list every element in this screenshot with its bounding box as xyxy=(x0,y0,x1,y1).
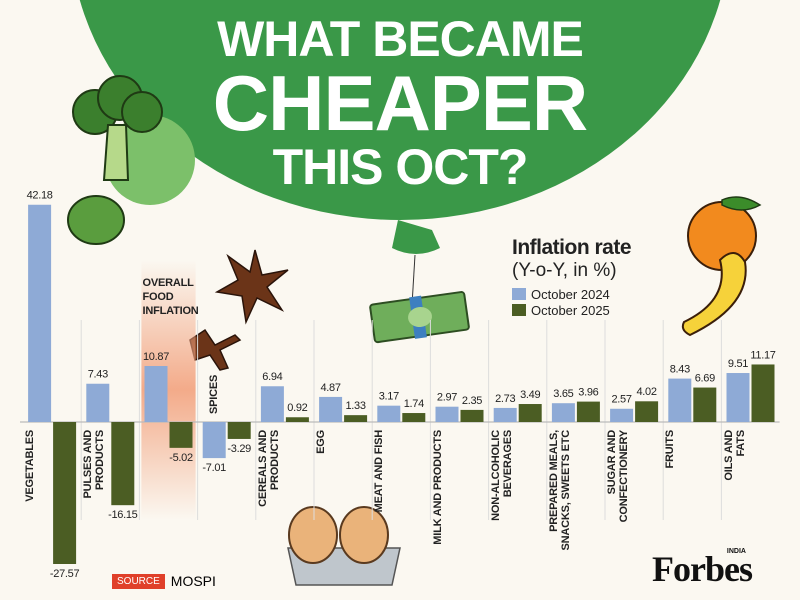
bar xyxy=(576,401,600,422)
category-label: CEREALS AND PRODUCTS xyxy=(256,430,281,507)
bar xyxy=(319,396,343,422)
bar xyxy=(635,401,659,422)
value-label: 9.51 xyxy=(728,358,748,370)
balloon-knot xyxy=(392,220,440,254)
legend-swatch xyxy=(512,288,526,300)
source: SOURCE MOSPI xyxy=(112,573,216,589)
legend-swatch xyxy=(512,304,526,316)
bar xyxy=(285,417,309,422)
legend: Inflation rate (Y-o-Y, in %) October 202… xyxy=(512,236,632,318)
category-label: EGG xyxy=(315,430,328,454)
brand-logo: Forbes INDIA xyxy=(652,548,753,590)
bar xyxy=(169,422,193,448)
title-blob xyxy=(79,0,721,220)
string xyxy=(411,254,416,306)
bar xyxy=(111,422,135,506)
bar xyxy=(202,422,226,459)
bar xyxy=(435,406,459,422)
bar xyxy=(86,383,110,422)
category-label: MILK AND PRODUCTS xyxy=(431,430,444,545)
bar xyxy=(460,409,484,422)
value-label: 1.33 xyxy=(345,400,365,412)
value-label: 11.17 xyxy=(750,349,775,361)
value-label: 2.57 xyxy=(611,394,631,406)
value-label: 6.94 xyxy=(262,371,282,383)
value-label: 2.35 xyxy=(462,395,482,407)
bar xyxy=(551,403,575,422)
value-label: 4.87 xyxy=(320,382,340,394)
bar xyxy=(344,415,368,422)
value-label: 0.92 xyxy=(287,402,307,414)
value-label: 1.74 xyxy=(404,398,424,410)
bar xyxy=(227,422,251,439)
value-label: 10.87 xyxy=(143,351,169,363)
source-name: MOSPI xyxy=(170,573,216,589)
category-label: SUGAR AND CONFECTIONERY xyxy=(606,430,631,523)
bar xyxy=(693,387,717,422)
value-label: 3.96 xyxy=(578,387,598,399)
source-label: SOURCE xyxy=(112,573,165,589)
category-label: PREPARED MEALS, SNACKS, SWEETS ETC xyxy=(547,430,572,551)
bar xyxy=(726,373,750,422)
legend-item: October 2025 xyxy=(512,302,631,318)
value-label: 8.43 xyxy=(670,363,690,375)
bar xyxy=(377,405,401,422)
title-line: CHEAPER xyxy=(212,59,588,147)
category-label: OILS AND FATS xyxy=(722,430,747,481)
value-label: -27.57 xyxy=(50,568,80,580)
title-line: THIS OCT? xyxy=(272,139,529,195)
category-label: SPICES xyxy=(207,374,220,414)
value-label: 3.17 xyxy=(379,391,399,403)
value-label: 3.49 xyxy=(520,389,540,401)
value-label: 7.43 xyxy=(88,369,108,381)
category-label: FRUITS xyxy=(664,430,677,469)
bar xyxy=(493,407,517,422)
bar xyxy=(144,366,168,422)
legend-label: October 2025 xyxy=(531,302,610,318)
brand-name: Forbes xyxy=(652,549,753,589)
value-label: -5.02 xyxy=(169,452,193,464)
value-label: 2.97 xyxy=(437,392,457,404)
value-label: 4.02 xyxy=(636,386,656,398)
egg-illustration xyxy=(287,506,401,586)
legend-label: October 2024 xyxy=(531,286,610,302)
legend-title: Inflation rate xyxy=(512,236,632,259)
spice-illustration xyxy=(189,249,289,371)
bar xyxy=(610,408,634,422)
fruit-illustration xyxy=(681,196,762,337)
category-label: MEAT AND FISH xyxy=(373,430,386,513)
broccoli-illustration xyxy=(67,75,195,245)
value-label: -3.29 xyxy=(227,443,251,455)
category-label: NON-ALCOHOLIC BEVERAGES xyxy=(489,430,514,521)
category-label: VEGETABLES xyxy=(24,430,37,502)
value-label: -7.01 xyxy=(202,462,226,474)
value-label: 6.69 xyxy=(695,372,715,384)
title-line: WHAT BECAME xyxy=(217,11,584,67)
money-illustration xyxy=(369,291,470,344)
legend-item: October 2024 xyxy=(512,286,631,302)
value-label: 2.73 xyxy=(495,393,515,405)
bar xyxy=(518,404,542,422)
category-label: OVERALL FOOD INFLATION xyxy=(142,277,199,317)
brand-edition: INDIA xyxy=(726,548,746,555)
bar xyxy=(668,378,692,422)
bar xyxy=(751,364,775,422)
value-label: 42.18 xyxy=(27,190,53,202)
legend-subtitle: (Y-o-Y, in %) xyxy=(512,260,617,281)
value-label: 3.65 xyxy=(553,388,573,400)
bar xyxy=(28,204,52,422)
category-label: PULSES AND PRODUCTS xyxy=(82,430,107,499)
chart-title: WHAT BECAME CHEAPER THIS OCT? xyxy=(200,14,600,192)
bar xyxy=(53,422,77,564)
value-label: -16.15 xyxy=(108,509,138,521)
bar xyxy=(260,386,284,422)
bar xyxy=(402,413,426,422)
